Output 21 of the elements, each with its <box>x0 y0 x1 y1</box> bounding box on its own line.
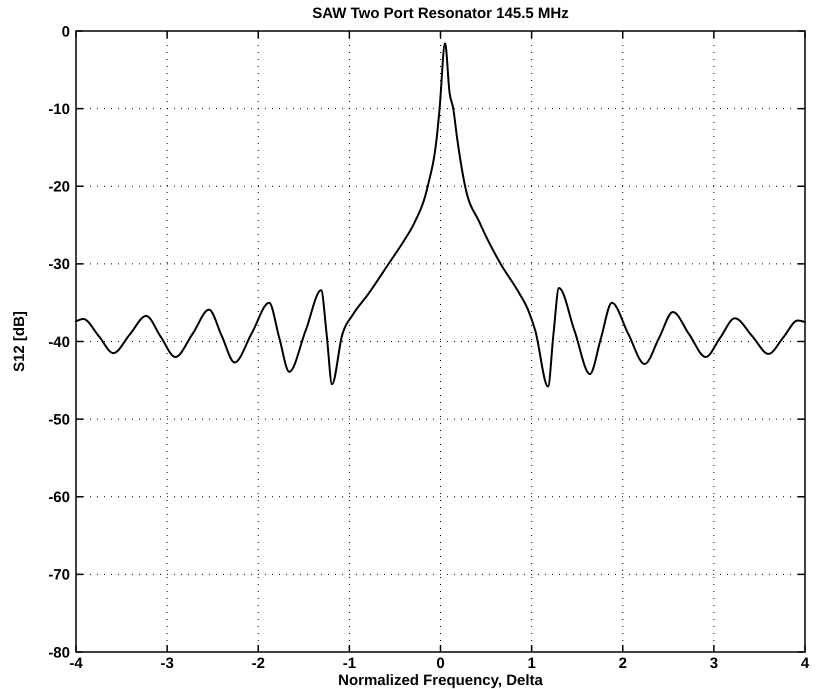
x-tick-label: -1 <box>342 655 356 672</box>
x-tick-label: -3 <box>160 655 174 672</box>
y-tick-label: -50 <box>48 411 70 428</box>
x-tick-label: 2 <box>618 655 627 672</box>
y-tick-label: -60 <box>48 489 70 506</box>
x-tick-label: 4 <box>800 655 810 672</box>
chart-title: SAW Two Port Resonator 145.5 MHz <box>312 5 569 22</box>
y-tick-label: -30 <box>48 256 70 274</box>
y-tick-label: -10 <box>48 100 70 118</box>
y-tick-label: -20 <box>48 178 70 196</box>
x-tick-label: -2 <box>252 655 265 672</box>
y-tick-label: -40 <box>48 334 70 351</box>
y-tick-label: -70 <box>48 566 70 584</box>
x-tick-label: 3 <box>710 655 718 672</box>
x-tick-label: 0 <box>436 655 445 672</box>
x-axis-title: Normalized Frequency, Delta <box>338 672 544 689</box>
x-tick-label: 1 <box>527 655 536 672</box>
y-tick-label: 0 <box>62 23 70 40</box>
y-axis-title: S12 [dB] <box>11 311 28 372</box>
x-tick-label: -4 <box>69 655 84 672</box>
y-tick-label: -80 <box>48 644 70 662</box>
